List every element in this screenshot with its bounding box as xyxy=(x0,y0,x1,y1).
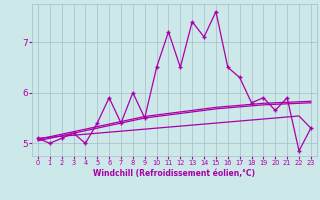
X-axis label: Windchill (Refroidissement éolien,°C): Windchill (Refroidissement éolien,°C) xyxy=(93,169,255,178)
